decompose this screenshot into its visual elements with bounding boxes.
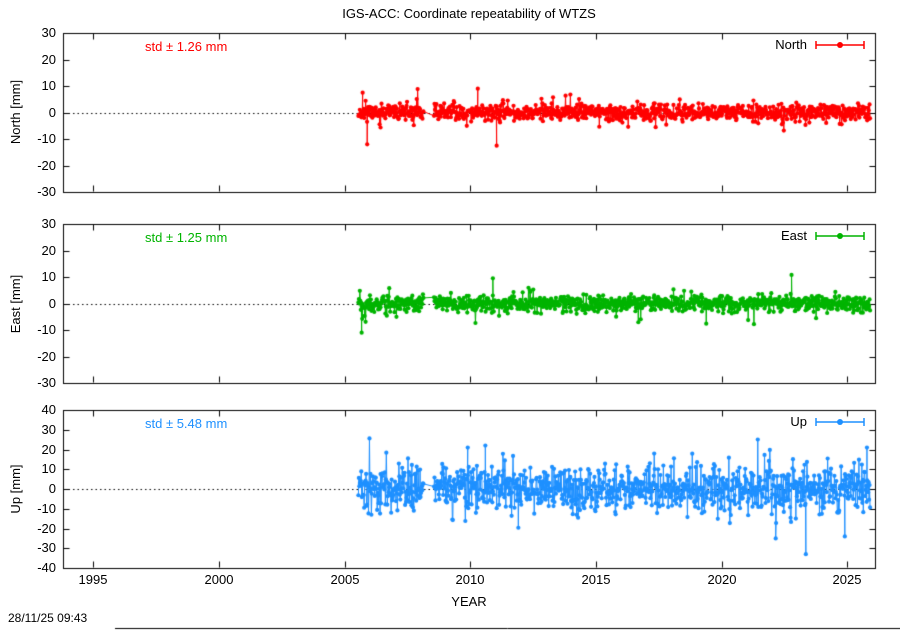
y-tick-label: 30 (41, 216, 56, 231)
legend-sample-icon (815, 40, 865, 49)
y-tick-label: 0 (48, 481, 56, 496)
x-axis-label: YEAR (451, 594, 487, 609)
x-tick-label: 2005 (330, 572, 360, 587)
y-tick-label: 40 (41, 402, 56, 417)
y-tick-label: -30 (37, 184, 56, 199)
legend-north: North (775, 37, 866, 52)
chart-title: IGS-ACC: Coordinate repeatability of WTZ… (342, 6, 596, 21)
std-annotation-north: std ± 1.26 mm (145, 39, 228, 54)
legend-label-up: Up (790, 414, 807, 429)
y-tick-label: 0 (48, 296, 56, 311)
y-tick-label: 20 (41, 243, 56, 258)
y-tick-label: 10 (41, 78, 56, 93)
y-tick-label: 10 (41, 269, 56, 284)
y-tick-label: -10 (37, 131, 56, 146)
legend-east: East (781, 228, 866, 243)
x-tick-label: 2010 (455, 572, 485, 587)
y-tick-label: -20 (37, 349, 56, 364)
y-tick-label: -10 (37, 322, 56, 337)
y-tick-label: -20 (37, 158, 56, 173)
legend-sample-icon (815, 417, 865, 426)
legend-label-north: North (775, 37, 807, 52)
timestamp: 28/11/25 09:43 (8, 611, 88, 625)
x-tick-label: 1995 (78, 572, 108, 587)
legend-sample-icon (815, 231, 865, 240)
x-tick-label: 2025 (832, 572, 862, 587)
x-tick-label: 2000 (204, 572, 234, 587)
y-tick-label: 30 (41, 25, 56, 40)
y-tick-label: 20 (41, 52, 56, 67)
y-tick-label: -30 (37, 375, 56, 390)
x-tick-label: 2015 (581, 572, 611, 587)
y-tick-label: -20 (37, 521, 56, 536)
legend-label-east: East (780, 228, 807, 243)
std-annotation-east: std ± 1.25 mm (145, 230, 228, 245)
legend-up: Up (790, 414, 866, 429)
y-tick-label: -40 (37, 560, 56, 575)
y-tick-label: 10 (41, 461, 56, 476)
y-tick-label: -10 (37, 501, 56, 516)
y-tick-label: 20 (41, 442, 56, 457)
std-annotation-up: std ± 5.48 mm (145, 416, 228, 431)
x-tick-label: 2020 (707, 572, 737, 587)
y-tick-label: 30 (41, 422, 56, 437)
y-tick-label: 0 (48, 105, 56, 120)
y-tick-label: -30 (37, 540, 56, 555)
